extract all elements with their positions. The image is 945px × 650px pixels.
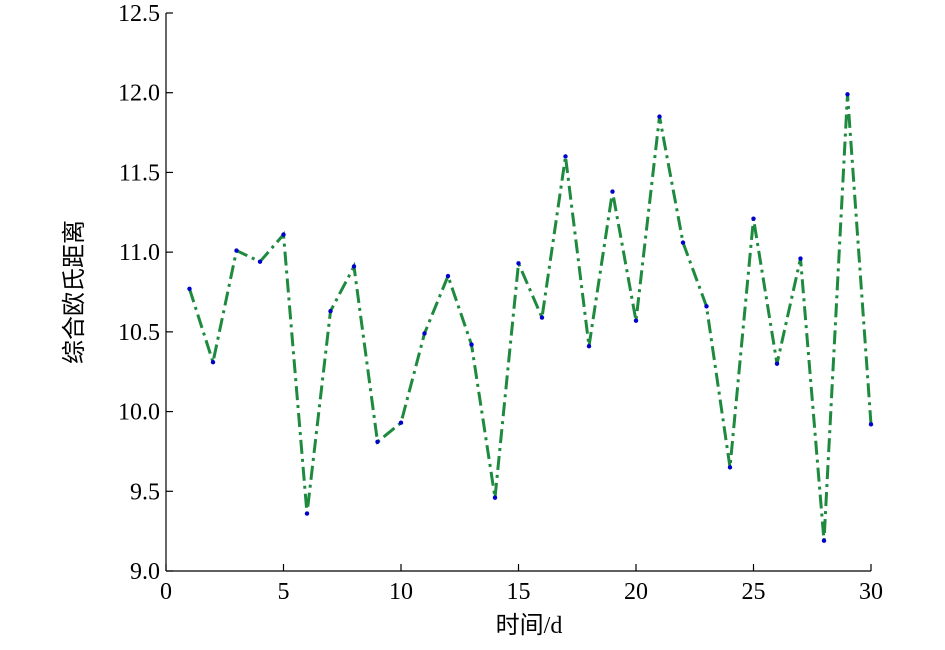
x-tick-label: 5 (278, 579, 290, 605)
x-tick-label: 25 (742, 579, 766, 605)
x-tick-label: 20 (624, 579, 648, 605)
data-point (586, 344, 592, 349)
data-point (492, 495, 498, 500)
x-tick-label: 10 (389, 579, 413, 605)
x-axis-label: 时间/d (496, 612, 563, 639)
data-point (633, 318, 639, 323)
y-tick-label: 10.5 (118, 320, 160, 346)
x-tick-label: 15 (507, 579, 531, 605)
data-point (281, 232, 286, 237)
data-point (445, 273, 451, 279)
data-point (539, 315, 545, 320)
data-line (188, 94, 873, 541)
y-axis-label: 综合欧氏距离 (61, 220, 88, 364)
data-point (845, 92, 850, 97)
data-point (328, 308, 333, 314)
y-tick-label: 10.0 (118, 400, 160, 426)
y-tick-label: 12.5 (118, 1, 160, 27)
data-point (727, 465, 733, 470)
x-tick-label: 30 (859, 579, 883, 605)
y-tick-label: 9.5 (130, 479, 160, 505)
y-tick-label: 12.0 (118, 81, 160, 107)
y-tick-label: 11.5 (119, 160, 160, 186)
data-point (375, 439, 380, 445)
x-tick-label: 0 (160, 579, 172, 605)
data-point (657, 114, 662, 119)
data-point (469, 342, 474, 347)
data-point (563, 154, 568, 159)
data-point (680, 240, 686, 245)
data-point (234, 248, 239, 253)
y-tick-label: 11.0 (119, 240, 160, 266)
data-point (351, 264, 357, 269)
data-point (187, 286, 192, 292)
data-point (610, 189, 615, 194)
data-point (704, 304, 709, 309)
data-point (821, 538, 827, 543)
data-point (257, 259, 263, 264)
data-point (422, 331, 427, 336)
data-point (798, 256, 803, 261)
data-point (868, 422, 874, 427)
y-tick-label: 9.0 (130, 559, 160, 585)
data-point (516, 261, 521, 266)
data-point (304, 511, 310, 516)
data-point (210, 359, 216, 365)
data-point (751, 216, 756, 221)
data-point (398, 420, 404, 425)
data-point (774, 361, 780, 366)
